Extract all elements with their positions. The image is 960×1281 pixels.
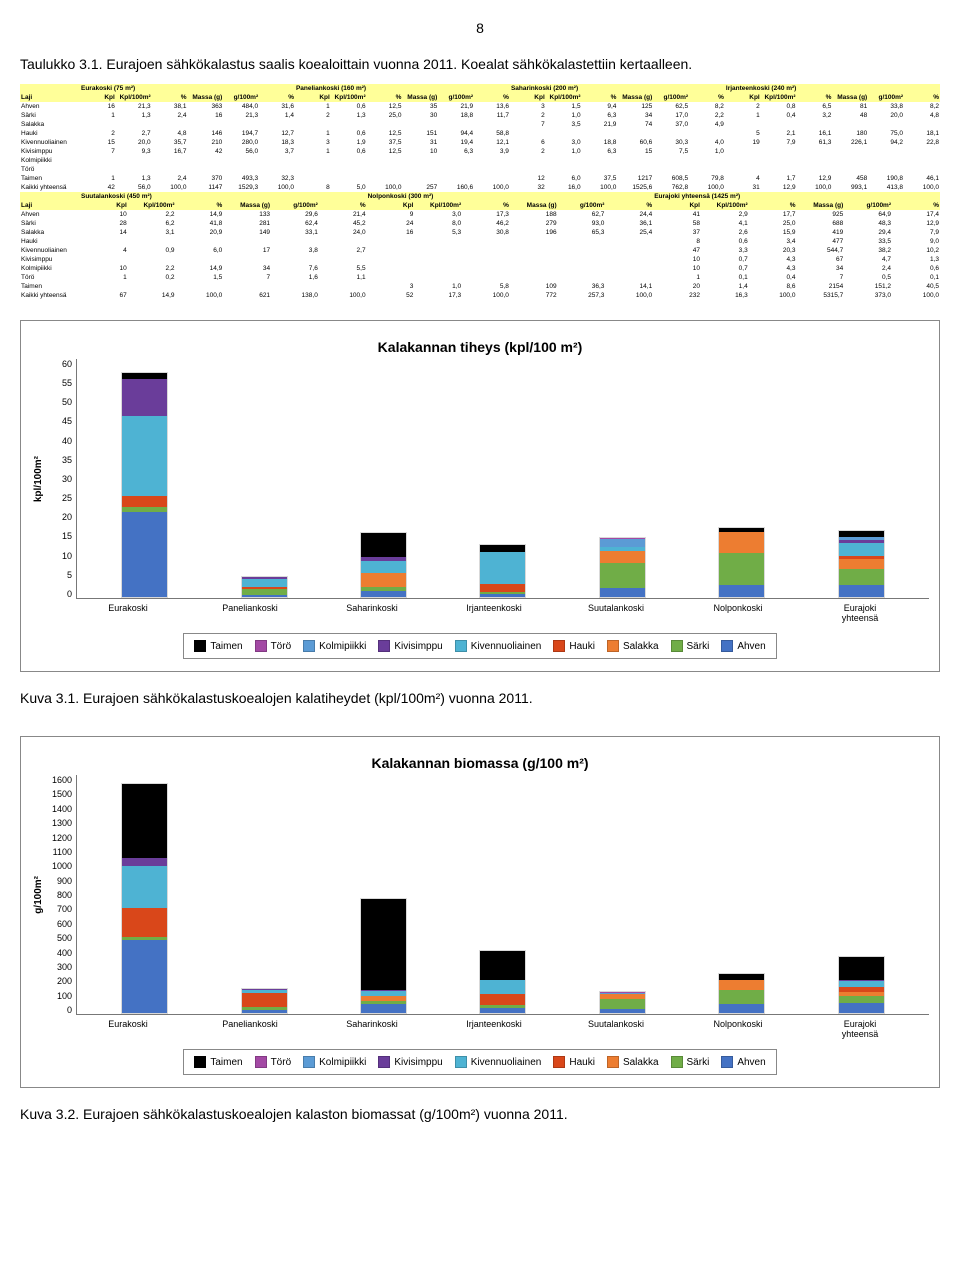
chart2-yaxis: 1600150014001300120011001000900800700600… <box>44 775 76 1015</box>
chart2-ylabel: g/100m² <box>31 876 44 914</box>
chart1-yaxis: 605550454035302520151050 <box>44 359 76 599</box>
lower-table: Suutalankoski (450 m²)Nolponkoski (300 m… <box>20 192 940 300</box>
chart2-legend: TaimenTöröKolmipiikkiKivisimppuKivennuol… <box>183 1049 776 1075</box>
table-caption: Taulukko 3.1. Eurajoen sähkökalastus saa… <box>20 56 940 72</box>
chart2-container: Kalakannan biomassa (g/100 m²) g/100m² 1… <box>20 736 940 1088</box>
chart2-title: Kalakannan biomassa (g/100 m²) <box>31 755 929 771</box>
chart1-title: Kalakannan tiheys (kpl/100 m²) <box>31 339 929 355</box>
upper-table: Eurakoski (75 m²)Paneliankoski (160 m²)S… <box>20 84 940 192</box>
chart1-legend: TaimenTöröKolmipiikkiKivisimppuKivennuol… <box>183 633 776 659</box>
chart1-ylabel: kpl/100m² <box>31 456 44 502</box>
figure1-caption: Kuva 3.1. Eurajoen sähkökalastuskoealoje… <box>20 690 940 706</box>
page-number: 8 <box>20 20 940 36</box>
chart1-container: Kalakannan tiheys (kpl/100 m²) kpl/100m²… <box>20 320 940 672</box>
chart1-xlabels: EurakoskiPaneliankoskiSaharinkoskiIrjant… <box>31 599 929 623</box>
data-table-container: Eurakoski (75 m²)Paneliankoski (160 m²)S… <box>20 84 940 300</box>
chart1-plot <box>76 359 929 599</box>
chart2-xlabels: EurakoskiPaneliankoskiSaharinkoskiIrjant… <box>31 1015 929 1039</box>
chart2-plot <box>76 775 929 1015</box>
figure2-caption: Kuva 3.2. Eurajoen sähkökalastuskoealoje… <box>20 1106 940 1122</box>
